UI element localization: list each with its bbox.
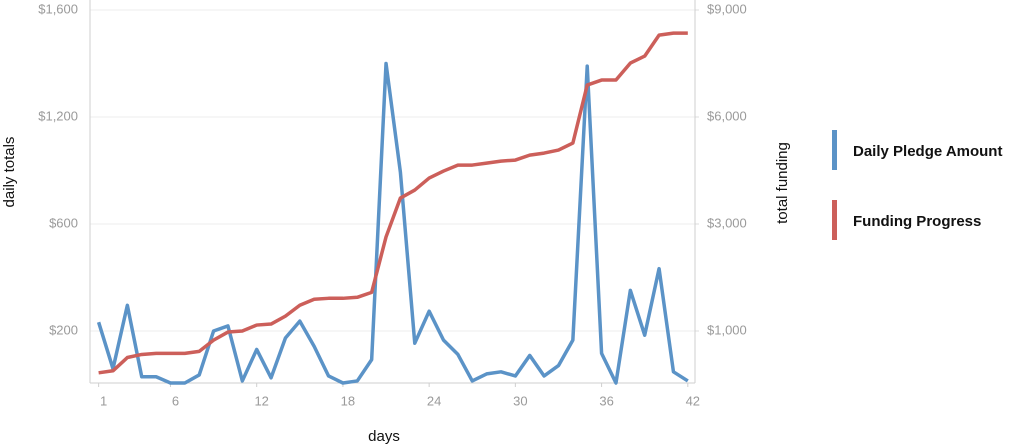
y-tick-label: $1,200 [38,108,78,123]
x-tick-label: 1 [100,393,107,408]
y2-tick-label: $6,000 [707,108,747,123]
x-axis-title: days [368,428,400,445]
x-tick-label: 30 [513,393,527,408]
legend-label: Daily Pledge Amount [853,143,1002,160]
y-tick-label: $1,600 [38,1,78,16]
y2-tick-label: $9,000 [707,1,747,16]
y2-axis-title: total funding [774,142,791,224]
y-axis-title: daily totals [1,137,18,208]
legend-swatch [832,130,837,170]
y2-tick-label: $1,000 [707,322,747,337]
x-tick-label: 42 [686,393,700,408]
x-tick-label: 6 [172,393,179,408]
data-line [96,61,689,385]
x-tick-label: 12 [254,393,268,408]
legend-swatch [832,200,837,240]
x-tick-label: 24 [427,393,441,408]
data-line [98,31,688,375]
legend-label: Funding Progress [853,213,981,230]
y-tick-label: $600 [49,215,78,230]
x-tick-label: 18 [341,393,355,408]
y2-tick-label: $3,000 [707,215,747,230]
y-tick-label: $200 [49,322,78,337]
x-tick-label: 36 [599,393,613,408]
